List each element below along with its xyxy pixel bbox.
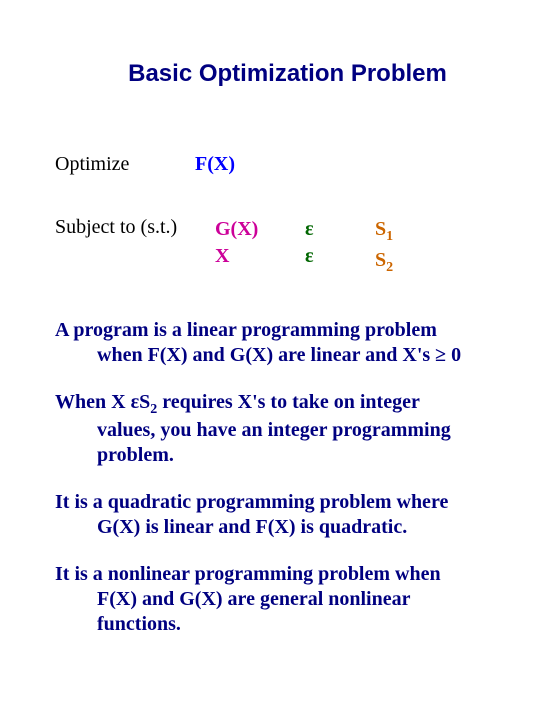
p1-line1: A program is a linear programming proble… xyxy=(55,319,437,341)
subject-to-rhs: G(X) X ε ε S1 S2 xyxy=(215,216,490,278)
slide-title: Basic Optimization Problem xyxy=(55,60,490,88)
p3-line1: It is a quadratic programming problem wh… xyxy=(55,491,448,513)
fx-text: F(X) xyxy=(195,153,235,176)
gx-text: G(X) xyxy=(215,216,305,243)
eps1-text: ε xyxy=(305,216,375,243)
p2-line3: problem. xyxy=(55,443,490,468)
s2-text: S2 xyxy=(375,247,435,278)
p1-line2: when F(X) and G(X) are linear and X's ≥ … xyxy=(55,343,490,368)
eps2-text: ε xyxy=(305,243,375,270)
gx-column: G(X) X xyxy=(215,216,305,278)
paragraph-nonlinear: It is a nonlinear programming problem wh… xyxy=(55,562,490,637)
p3-line2: G(X) is linear and F(X) is quadratic. xyxy=(55,515,490,540)
slide-page: Basic Optimization Problem Optimize F(X)… xyxy=(0,0,540,699)
optimize-label: Optimize xyxy=(55,153,195,176)
subject-to-label: Subject to (s.t.) xyxy=(55,216,215,239)
p2-line2: values, you have an integer programming xyxy=(55,418,490,443)
paragraph-quadratic: It is a quadratic programming problem wh… xyxy=(55,490,490,540)
paragraph-integer: When X εS2 requires X's to take on integ… xyxy=(55,390,490,469)
s-column: S1 S2 xyxy=(375,216,435,278)
subject-to-row: Subject to (s.t.) G(X) X ε ε S1 S2 xyxy=(55,216,490,278)
x-text: X xyxy=(215,243,305,270)
s1-text: S1 xyxy=(375,216,435,247)
p4-line2: F(X) and G(X) are general nonlinear xyxy=(55,587,490,612)
p4-line1: It is a nonlinear programming problem wh… xyxy=(55,563,441,585)
p4-line3: functions. xyxy=(55,612,490,637)
optimize-row: Optimize F(X) xyxy=(55,153,490,176)
p2-line1: When X εS2 requires X's to take on integ… xyxy=(55,391,420,413)
eps-column: ε ε xyxy=(305,216,375,278)
paragraph-linear: A program is a linear programming proble… xyxy=(55,318,490,368)
optimize-rhs: F(X) xyxy=(195,153,490,176)
